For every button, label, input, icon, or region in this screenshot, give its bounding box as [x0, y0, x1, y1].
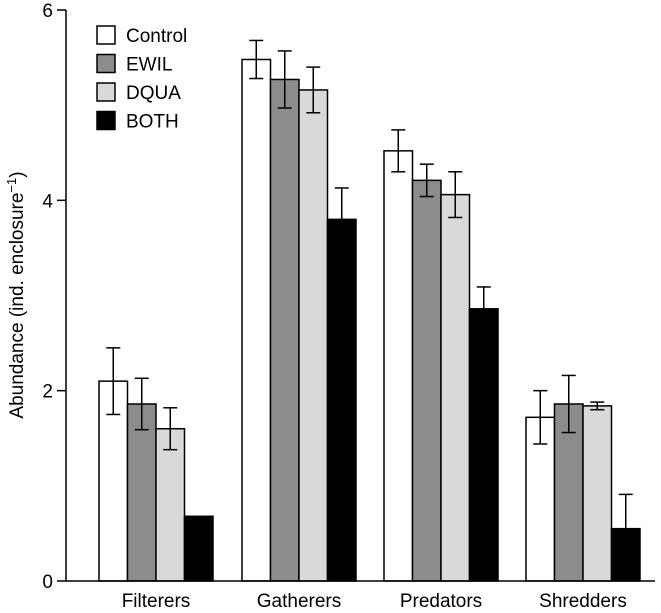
y-tick-label-6: 6	[42, 1, 53, 22]
error-bar-predators-control	[391, 129, 406, 173]
error-bar-shredders-dqua	[590, 401, 605, 411]
legend-label-control: Control	[126, 26, 187, 47]
y-tick-label-4: 4	[42, 191, 53, 212]
error-bar-shredders-both	[618, 493, 633, 564]
error-bar-gatherers-dqua	[306, 66, 321, 114]
bar-shredders-ewil	[553, 403, 584, 582]
x-tick-label-gatherers: Gatherers	[257, 591, 341, 612]
bar-filterers-ewil	[126, 403, 157, 582]
legend-label-both: BOTH	[126, 112, 179, 133]
legend: Control EWIL DQUA BOTH	[96, 25, 187, 133]
error-bar-gatherers-both	[334, 187, 349, 252]
bar-predators-ewil	[411, 179, 442, 582]
error-bar-predators-dqua	[448, 171, 463, 219]
bar-filterers-both	[183, 515, 214, 582]
error-bar-shredders-ewil	[561, 374, 576, 434]
error-bar-filterers-dqua	[163, 407, 178, 451]
x-tick-label-predators: Predators	[400, 591, 482, 612]
legend-swatch-dqua	[96, 82, 116, 102]
bar-predators-control	[383, 150, 414, 582]
legend-item-dqua: DQUA	[96, 82, 181, 104]
bar-predators-both	[468, 308, 499, 582]
legend-item-ewil: EWIL	[96, 53, 172, 76]
error-bar-shredders-control	[533, 389, 548, 445]
x-tick-label-shredders: Shredders	[539, 591, 627, 612]
legend-swatch-control	[96, 25, 116, 45]
bar-filterers-dqua	[155, 427, 186, 582]
legend-item-both: BOTH	[96, 110, 179, 133]
legend-item-control: Control	[96, 25, 187, 47]
bar-gatherers-both	[326, 218, 357, 582]
y-axis-title-suffix: )	[7, 171, 28, 177]
error-bar-gatherers-control	[249, 39, 264, 80]
bar-shredders-dqua	[582, 405, 613, 582]
axes: Filterers Gatherers Predators Shredders 0 2 4 6	[42, 1, 655, 612]
legend-label-ewil: EWIL	[126, 55, 172, 76]
legend-label-dqua: DQUA	[126, 83, 181, 104]
legend-swatch-ewil	[96, 53, 116, 74]
y-tick-label-0: 0	[42, 572, 53, 593]
bar-gatherers-control	[241, 58, 272, 582]
error-bar-filterers-control	[106, 347, 121, 416]
legend-swatch-both	[96, 110, 116, 131]
y-axis-title-main: Abundance (ind. enclosure	[7, 193, 28, 419]
bar-gatherers-ewil	[269, 78, 300, 582]
y-axis-title-superscript: −1	[4, 178, 19, 193]
x-tick-label-filterers: Filterers	[122, 591, 191, 612]
y-tick-label-2: 2	[42, 382, 53, 403]
bar-predators-dqua	[440, 193, 471, 582]
error-bar-filterers-ewil	[134, 377, 149, 431]
error-bar-predators-ewil	[419, 163, 434, 198]
error-bar-gatherers-ewil	[277, 50, 292, 109]
plot-area	[98, 39, 641, 582]
y-axis-title: Abundance (ind. enclosure−1)	[4, 171, 29, 418]
bar-gatherers-dqua	[298, 89, 329, 582]
error-bar-predators-both	[476, 286, 491, 332]
